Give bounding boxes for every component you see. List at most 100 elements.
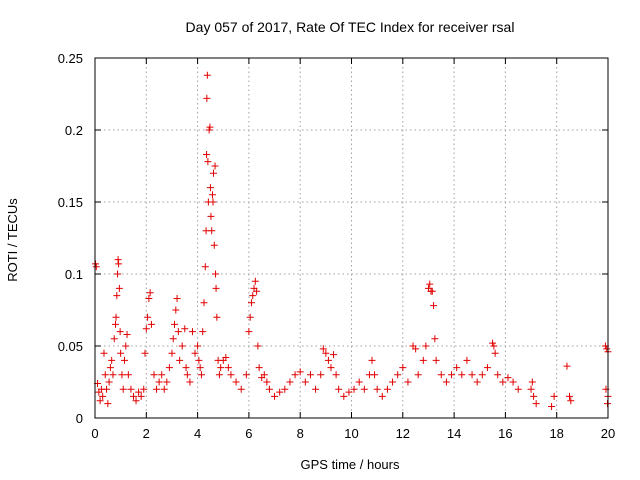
data-point [324, 356, 332, 364]
data-point [204, 158, 212, 166]
data-point [210, 241, 218, 249]
data-point [253, 287, 261, 295]
data-point [213, 313, 221, 321]
data-point [208, 227, 216, 235]
data-point [110, 335, 118, 343]
data-point [199, 328, 207, 336]
data-point [499, 378, 507, 386]
data-point [188, 328, 196, 336]
data-point [132, 397, 140, 405]
data-point [150, 371, 158, 379]
data-point [207, 212, 215, 220]
data-point [319, 345, 327, 353]
data-point [144, 313, 152, 321]
data-point [463, 356, 471, 364]
data-point [514, 385, 522, 393]
data-point [232, 378, 240, 386]
data-point [245, 328, 253, 336]
data-point [301, 378, 309, 386]
data-point [360, 385, 368, 393]
plot-frame [94, 57, 609, 419]
data-point [182, 364, 190, 372]
data-point [373, 385, 381, 393]
data-point [209, 198, 217, 206]
data-point [281, 385, 289, 393]
data-point [117, 349, 125, 357]
y-tick-label: 0 [76, 411, 83, 426]
data-point [254, 342, 262, 350]
data-point [124, 371, 132, 379]
data-point [194, 342, 202, 350]
data-point [286, 378, 294, 386]
data-point [106, 364, 114, 372]
x-tick-label: 18 [549, 426, 563, 441]
data-point [168, 349, 176, 357]
data-point [430, 302, 438, 310]
data-point [206, 123, 214, 131]
data-point [332, 371, 340, 379]
data-point [96, 397, 104, 405]
data-point [120, 356, 128, 364]
data-point [550, 392, 558, 400]
data-point [119, 385, 127, 393]
x-axis-label: GPS time / hours [301, 457, 400, 472]
data-point [163, 378, 171, 386]
data-point [345, 388, 353, 396]
data-point [200, 299, 208, 307]
data-point [335, 385, 343, 393]
y-tick-label: 0.2 [65, 123, 83, 138]
data-point [322, 349, 330, 357]
x-tick-label: 0 [91, 426, 98, 441]
data-point [265, 385, 273, 393]
data-point [453, 364, 461, 372]
data-point [171, 320, 179, 328]
data-point [330, 351, 338, 359]
data-point [227, 371, 235, 379]
data-point [153, 385, 161, 393]
data-point [215, 371, 223, 379]
data-point [473, 378, 481, 386]
data-point [178, 342, 186, 350]
data-point [212, 270, 220, 278]
data-point [251, 277, 259, 285]
data-point [99, 392, 107, 400]
data-point [432, 356, 440, 364]
data-point [115, 284, 123, 292]
data-point [205, 126, 213, 134]
data-point [112, 320, 120, 328]
y-tick-label: 0.25 [58, 51, 83, 66]
data-point [174, 328, 182, 336]
data-point [183, 371, 191, 379]
x-tick-label: 14 [447, 426, 461, 441]
data-point [442, 378, 450, 386]
data-point [203, 71, 211, 79]
data-point [92, 263, 100, 271]
data-point [100, 349, 108, 357]
data-point [340, 392, 348, 400]
data-point [165, 364, 173, 372]
data-point [212, 284, 220, 292]
data-point [448, 371, 456, 379]
data-point [478, 371, 486, 379]
data-point [371, 371, 379, 379]
data-point [142, 325, 150, 333]
data-point [196, 364, 204, 372]
data-point [368, 356, 376, 364]
data-point [146, 289, 154, 297]
data-point [306, 371, 314, 379]
data-point [103, 385, 111, 393]
data-point [566, 392, 574, 400]
x-tick-label: 8 [297, 426, 304, 441]
data-point [490, 342, 498, 350]
x-tick-label: 4 [194, 426, 201, 441]
data-point [504, 374, 512, 382]
data-point [378, 392, 386, 400]
data-point [532, 400, 540, 408]
data-point [208, 191, 216, 199]
data-point [394, 371, 402, 379]
data-point [426, 280, 434, 288]
data-point [173, 294, 181, 302]
data-point [135, 388, 143, 396]
data-point [412, 345, 420, 353]
